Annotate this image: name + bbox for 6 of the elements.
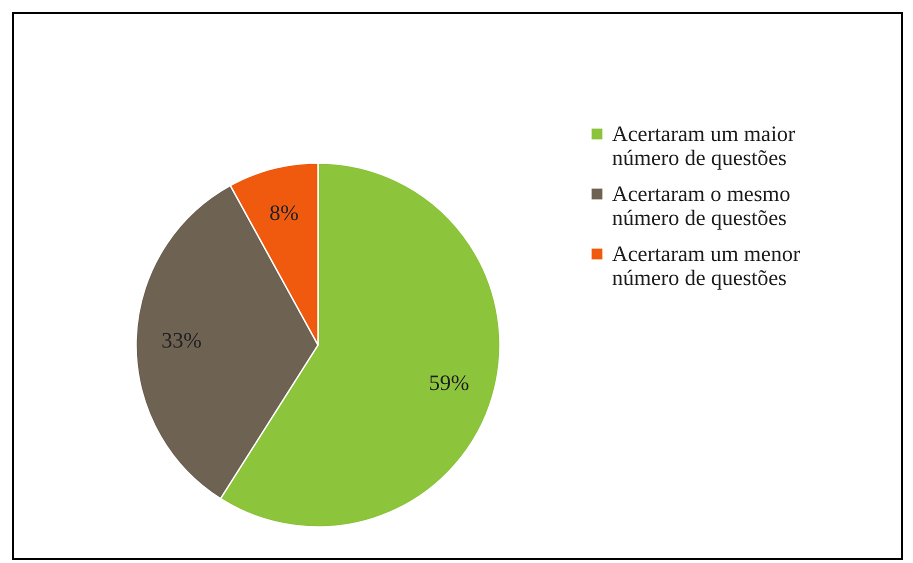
- legend-label: Acertaram o mesmo número de questões: [612, 181, 790, 230]
- legend-label: Acertaram um menor número de questões: [612, 241, 801, 290]
- data-label: 8%: [269, 200, 299, 225]
- legend-label: Acertaram um maior número de questões: [612, 121, 796, 170]
- data-label: 33%: [161, 328, 202, 353]
- data-label: 59%: [428, 370, 470, 396]
